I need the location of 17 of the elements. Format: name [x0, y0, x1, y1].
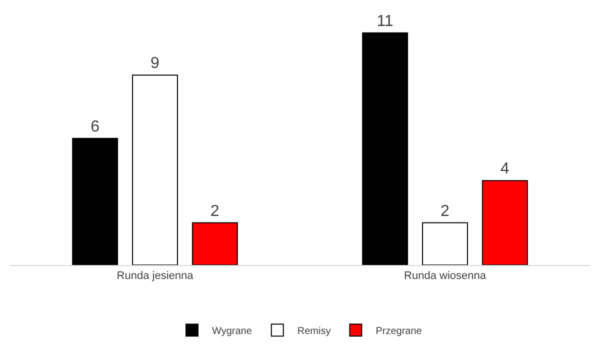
legend-label: Wygrane [212, 326, 252, 337]
bar [132, 74, 178, 265]
data-label: 4 [500, 160, 510, 178]
bar [192, 222, 238, 265]
data-label: 2 [440, 202, 450, 220]
data-label: 2 [210, 202, 220, 220]
bar [362, 32, 408, 265]
x-tick-label: Runda wiosenna [404, 270, 487, 282]
data-label: 6 [90, 118, 100, 136]
bar [482, 180, 528, 265]
data-label: 11 [376, 12, 394, 30]
x-tick-label: Runda jesienna [116, 270, 194, 282]
legend-label: Przegrane [376, 326, 422, 337]
legend-label: Remisy [297, 326, 331, 337]
bar [72, 138, 118, 265]
data-label: 9 [150, 55, 160, 72]
bar [422, 222, 468, 265]
